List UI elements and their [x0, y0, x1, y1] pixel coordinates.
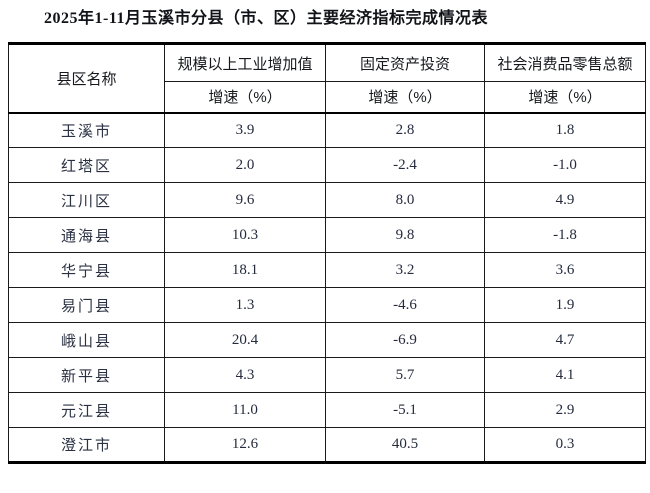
- table-row: 红塔区 2.0 -2.4 -1.0: [8, 147, 646, 183]
- table-row: 易门县 1.3 -4.6 1.9: [8, 287, 646, 323]
- value-cell: 4.3: [164, 357, 326, 393]
- county-name-cell: 红塔区: [8, 147, 165, 183]
- county-name-cell: 玉溪市: [8, 112, 165, 148]
- industrial-added-value-header: 规模以上工业增加值: [164, 43, 326, 82]
- county-name-cell: 江川区: [8, 182, 165, 218]
- county-name-cell: 新平县: [8, 357, 165, 393]
- value-cell: 3.2: [325, 252, 485, 288]
- county-name-cell: 华宁县: [8, 252, 165, 288]
- header-row-groups: 县区名称 规模以上工业增加值 固定资产投资 社会消费品零售总额: [8, 43, 646, 114]
- header-row-subs: 增速（%） 增速（%） 增速（%）: [9, 81, 646, 114]
- value-cell: 4.7: [484, 322, 646, 358]
- table-row: 元江县 11.0 -5.1 2.9: [8, 392, 646, 428]
- table-row: 新平县 4.3 5.7 4.1: [8, 357, 646, 393]
- value-cell: 11.0: [164, 392, 326, 428]
- table-row: 通海县 10.3 9.8 -1.8: [8, 217, 646, 253]
- table-row: 江川区 9.6 8.0 4.9: [8, 182, 646, 218]
- value-cell: 12.6: [164, 427, 326, 463]
- value-cell: -6.9: [325, 322, 485, 358]
- value-cell: 40.5: [325, 427, 485, 463]
- value-cell: -4.6: [325, 287, 485, 323]
- table-row: 华宁县 18.1 3.2 3.6: [8, 252, 646, 288]
- value-cell: 2.8: [325, 112, 485, 148]
- table-body: 玉溪市 3.9 2.8 1.8 红塔区 2.0 -2.4 -1.0 江川区 9.…: [8, 112, 646, 463]
- value-cell: 3.6: [484, 252, 646, 288]
- value-cell: 8.0: [325, 182, 485, 218]
- table-row: 玉溪市 3.9 2.8 1.8: [8, 112, 646, 148]
- value-cell: 20.4: [164, 322, 326, 358]
- table-header: 县区名称 规模以上工业增加值 固定资产投资 社会消费品零售总额 增速（%） 增速…: [8, 43, 646, 114]
- value-cell: 4.9: [484, 182, 646, 218]
- county-name-cell: 峨山县: [8, 322, 165, 358]
- value-cell: 18.1: [164, 252, 326, 288]
- value-cell: -2.4: [325, 147, 485, 183]
- growth-rate-subheader: 增速（%）: [164, 81, 326, 114]
- value-cell: 1.3: [164, 287, 326, 323]
- table-row: 峨山县 20.4 -6.9 4.7: [8, 322, 646, 358]
- value-cell: -1.8: [484, 217, 646, 253]
- growth-rate-subheader: 增速（%）: [325, 81, 485, 114]
- fixed-asset-investment-header: 固定资产投资: [325, 43, 485, 82]
- value-cell: 2.0: [164, 147, 326, 183]
- county-name-cell: 澄江市: [8, 427, 165, 463]
- value-cell: 4.1: [484, 357, 646, 393]
- value-cell: -5.1: [325, 392, 485, 428]
- county-name-cell: 易门县: [8, 287, 165, 323]
- page-title: 2025年1-11月玉溪市分县（市、区）主要经济指标完成情况表: [44, 10, 488, 27]
- value-cell: 1.9: [484, 287, 646, 323]
- economic-indicators-table: 县区名称 规模以上工业增加值 固定资产投资 社会消费品零售总额 增速（%） 增速…: [8, 42, 646, 464]
- value-cell: 9.6: [164, 182, 326, 218]
- value-cell: 9.8: [325, 217, 485, 253]
- county-name-cell: 元江县: [8, 392, 165, 428]
- county-name-cell: 通海县: [8, 217, 165, 253]
- value-cell: 2.9: [484, 392, 646, 428]
- value-cell: 3.9: [164, 112, 326, 148]
- county-column-header: 县区名称: [8, 43, 165, 114]
- value-cell: 10.3: [164, 217, 326, 253]
- value-cell: 0.3: [484, 427, 646, 463]
- table-row: 澄江市 12.6 40.5 0.3: [8, 427, 646, 463]
- growth-rate-subheader: 增速（%）: [484, 81, 646, 114]
- retail-sales-header: 社会消费品零售总额: [484, 43, 646, 82]
- value-cell: -1.0: [484, 147, 646, 183]
- value-cell: 1.8: [484, 112, 646, 148]
- value-cell: 5.7: [325, 357, 485, 393]
